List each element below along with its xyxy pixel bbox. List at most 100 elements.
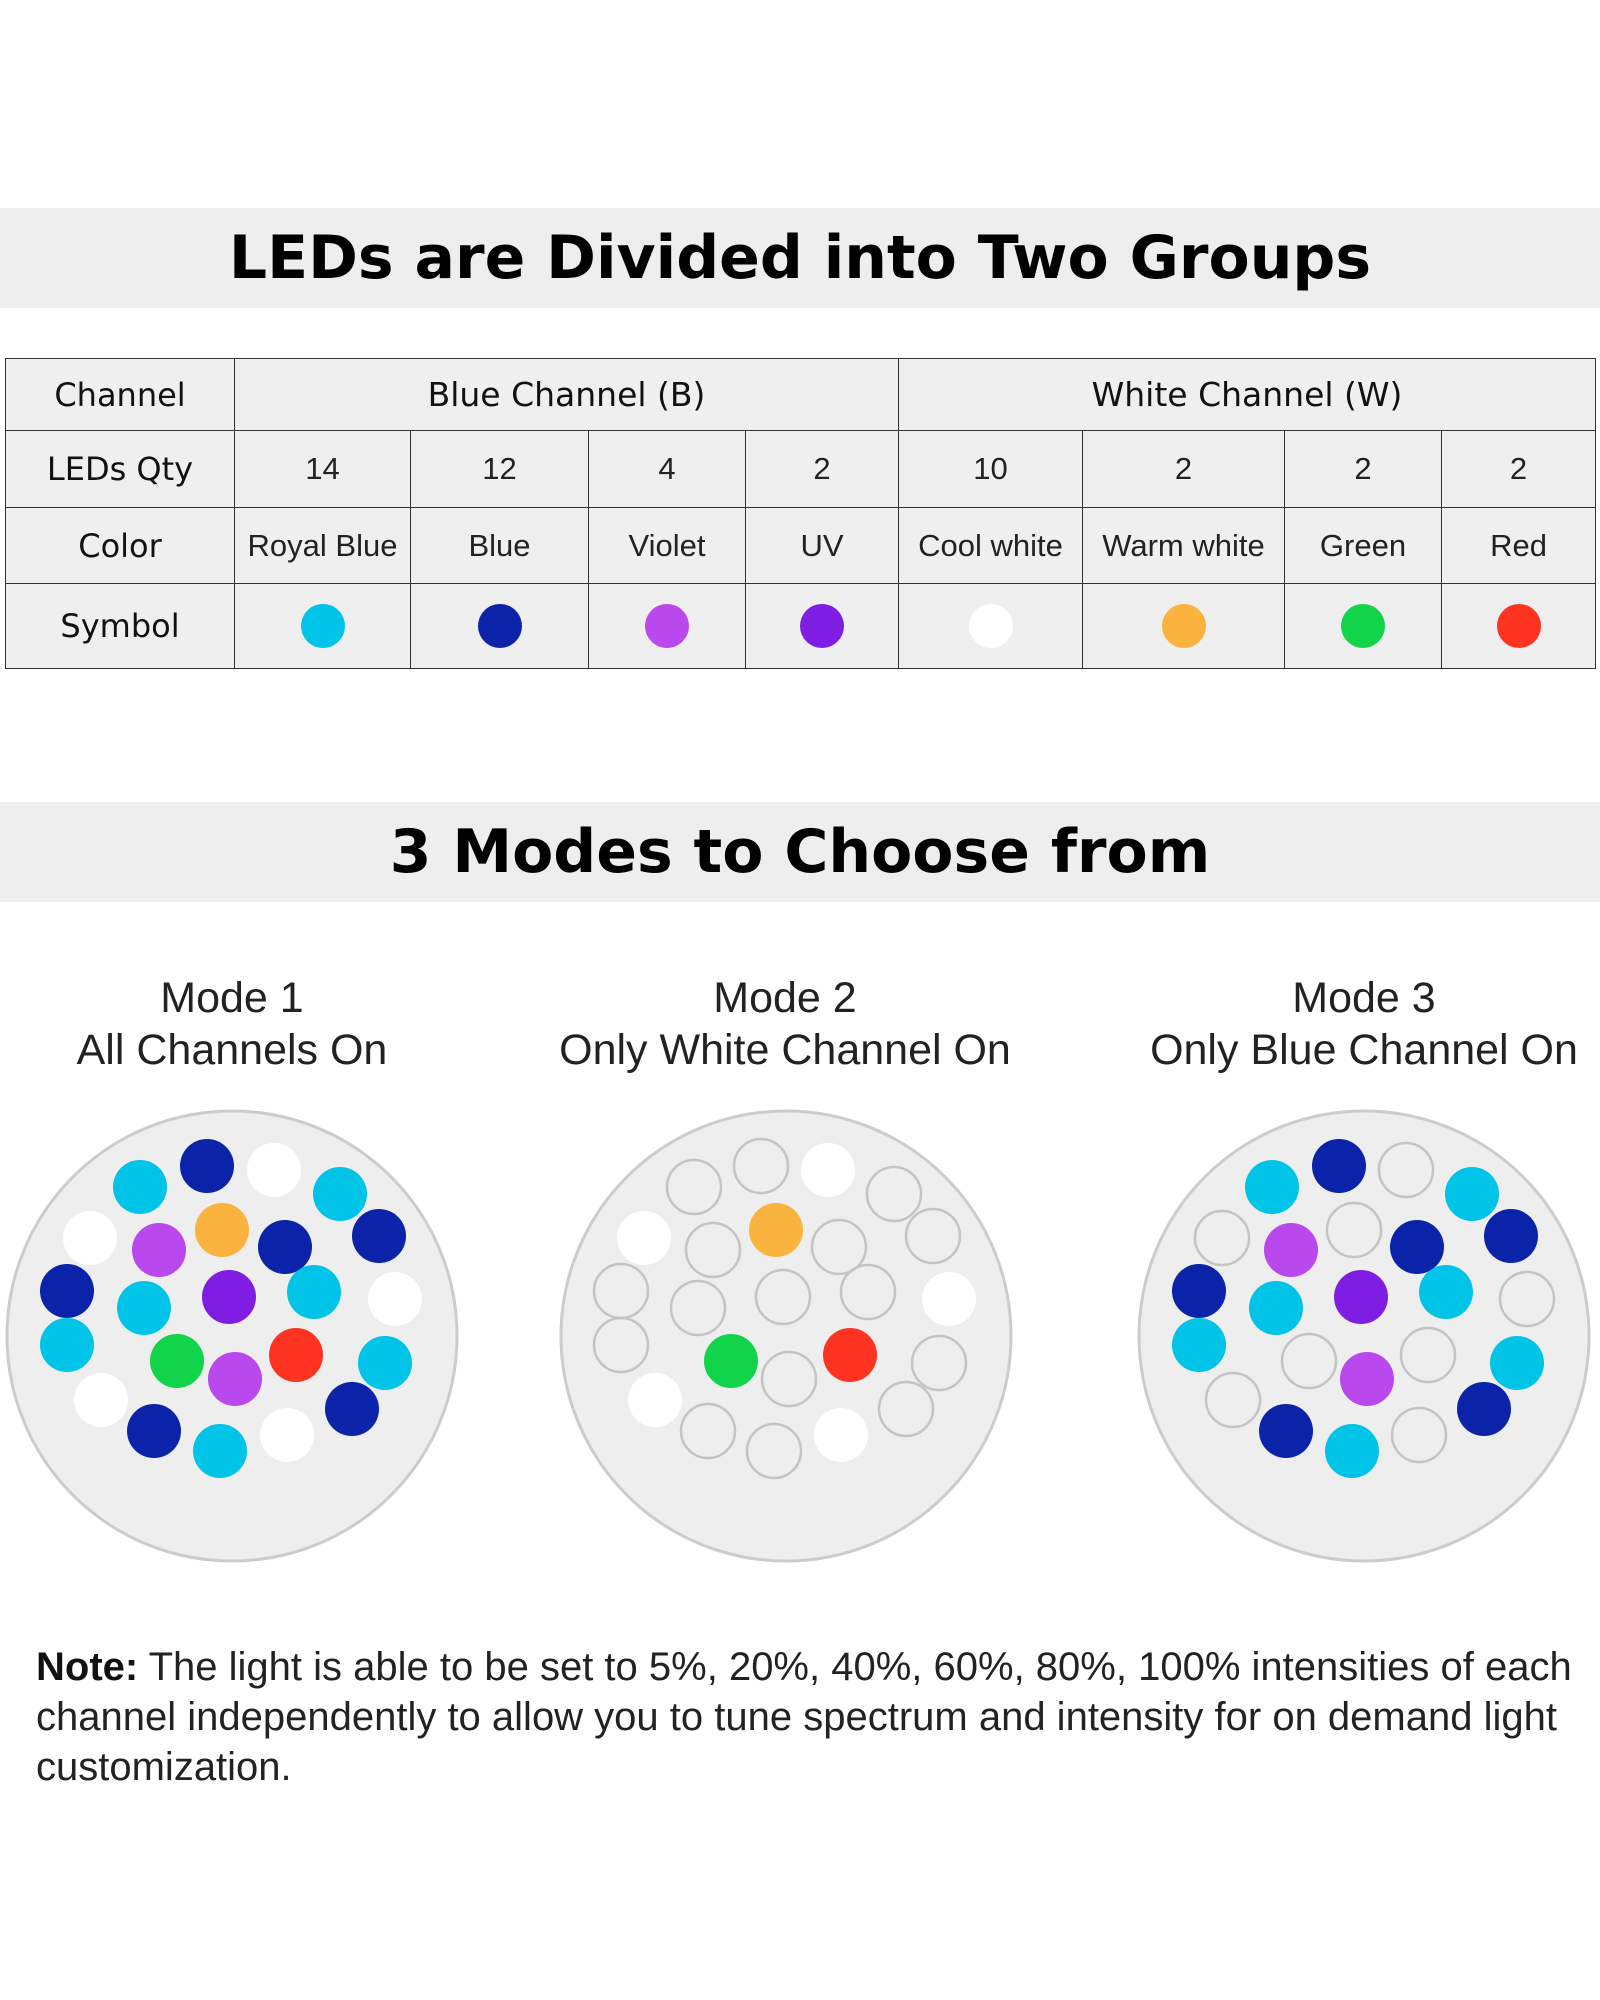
led-on-cool-white [247,1143,301,1197]
led-off-cool-white [1193,1209,1251,1267]
note-label: Note: [36,1645,139,1689]
led-on-violet [1264,1223,1318,1277]
led-off-royal-blue [910,1334,968,1392]
color-cell: Violet [588,507,746,584]
symbol-cell [898,583,1083,669]
green-dot-icon [1341,604,1385,648]
color-cell: Warm white [1082,507,1285,584]
led-groups-table: Channel Blue Channel (B) White Channel (… [5,358,1597,669]
symbol-cell [1440,583,1597,669]
red-dot-icon [1496,604,1541,648]
led-on-blue [1390,1220,1444,1274]
led-on-cool-white [814,1408,868,1462]
led-on-royal-blue [1490,1336,1544,1390]
led-on-cool-white [368,1272,422,1326]
mode-1-title: Mode 1 All Channels On [0,972,492,1076]
mode-name: Mode 2 [713,974,857,1022]
led-on-royal-blue [358,1336,412,1390]
color-cell: Royal Blue [234,507,411,584]
led-on-violet [1340,1352,1394,1406]
led-on-green [150,1334,204,1388]
row-label-qty: LEDs Qty [5,430,235,508]
led-off-warm-white [1325,1201,1383,1259]
section-title-modes: 3 Modes to Choose from [0,802,1600,902]
led-off-blue [679,1402,737,1460]
disc-background [1137,1109,1591,1563]
qty-cell: 14 [234,430,411,508]
mode-name: Mode 3 [1292,974,1436,1022]
led-on-red [269,1328,323,1382]
led-off-royal-blue [745,1422,803,1480]
led-on-royal-blue [1325,1424,1379,1478]
led-on-royal-blue [1245,1160,1299,1214]
row-label-channel: Channel [5,358,235,431]
mode-name: Mode 1 [160,974,304,1022]
section-title-led-groups: LEDs are Divided into Two Groups [0,208,1600,308]
led-on-royal-blue [1445,1167,1499,1221]
led-on-warm-white [749,1203,803,1257]
led-on-red [823,1328,877,1382]
note-paragraph: Note: The light is able to be set to 5%,… [36,1642,1576,1792]
led-on-blue [352,1209,406,1263]
led-on-blue [1312,1139,1366,1193]
led-on-violet [132,1223,186,1277]
led-on-blue [1172,1264,1226,1318]
led-on-royal-blue [1172,1318,1226,1372]
led-on-warm-white [195,1203,249,1257]
led-on-cool-white [922,1272,976,1326]
led-on-royal-blue [1419,1265,1473,1319]
led-off-royal-blue [865,1165,923,1223]
uv-dot-icon [800,604,844,648]
blue-channel-header: Blue Channel (B) [234,358,899,431]
disc-background [5,1109,459,1563]
color-row: Color Royal Blue Blue Violet UV Cool whi… [5,507,1597,584]
symbol-cell [1284,583,1442,669]
symbol-cell [234,583,411,669]
led-off-cool-white [1204,1371,1262,1429]
blue-dot-icon [477,604,522,648]
led-on-royal-blue [193,1424,247,1478]
led-on-royal-blue [287,1265,341,1319]
led-off-blue [810,1218,868,1276]
row-label-symbol: Symbol [5,583,235,669]
led-on-blue [1259,1404,1313,1458]
led-off-red [1399,1326,1457,1384]
mode-desc: Only White Channel On [559,1026,1011,1074]
white-channel-header: White Channel (W) [897,358,1597,431]
violet-dot-icon [645,604,689,648]
mode-2-title: Mode 2 Only White Channel On [525,972,1045,1076]
qty-cell: 4 [588,430,746,508]
led-off-blue [877,1380,935,1438]
led-on-violet [208,1352,262,1406]
qty-cell: 2 [1082,430,1285,508]
led-off-royal-blue [839,1263,897,1321]
qty-cell: 12 [410,430,589,508]
channel-row: Channel Blue Channel (B) White Channel (… [5,358,1597,431]
symbol-cell [745,583,899,669]
led-off-cool-white [1377,1141,1435,1199]
led-off-royal-blue [669,1279,727,1337]
led-on-cool-white [74,1373,128,1427]
led-off-violet [760,1350,818,1408]
row-label-color: Color [5,507,235,584]
warm-white-dot-icon [1161,604,1206,648]
symbol-cell [1082,583,1285,669]
led-off-green [1280,1332,1338,1390]
led-on-royal-blue [313,1167,367,1221]
mode-3-title: Mode 3 Only Blue Channel On [1104,972,1600,1076]
color-cell: Cool white [898,507,1083,584]
mode-1-led-disc [5,1109,459,1563]
led-on-green [704,1334,758,1388]
led-on-cool-white [260,1408,314,1462]
led-on-cool-white [63,1211,117,1265]
led-off-blue [732,1137,790,1195]
qty-cell: 10 [898,430,1083,508]
qty-cell: 2 [745,430,899,508]
led-on-uv [202,1270,256,1324]
led-on-blue [1457,1382,1511,1436]
symbol-row: Symbol [5,583,1597,669]
led-on-blue [180,1139,234,1193]
led-on-royal-blue [1249,1281,1303,1335]
led-off-blue [904,1207,962,1265]
qty-row: LEDs Qty 14 12 4 2 10 2 2 2 [5,430,1597,508]
